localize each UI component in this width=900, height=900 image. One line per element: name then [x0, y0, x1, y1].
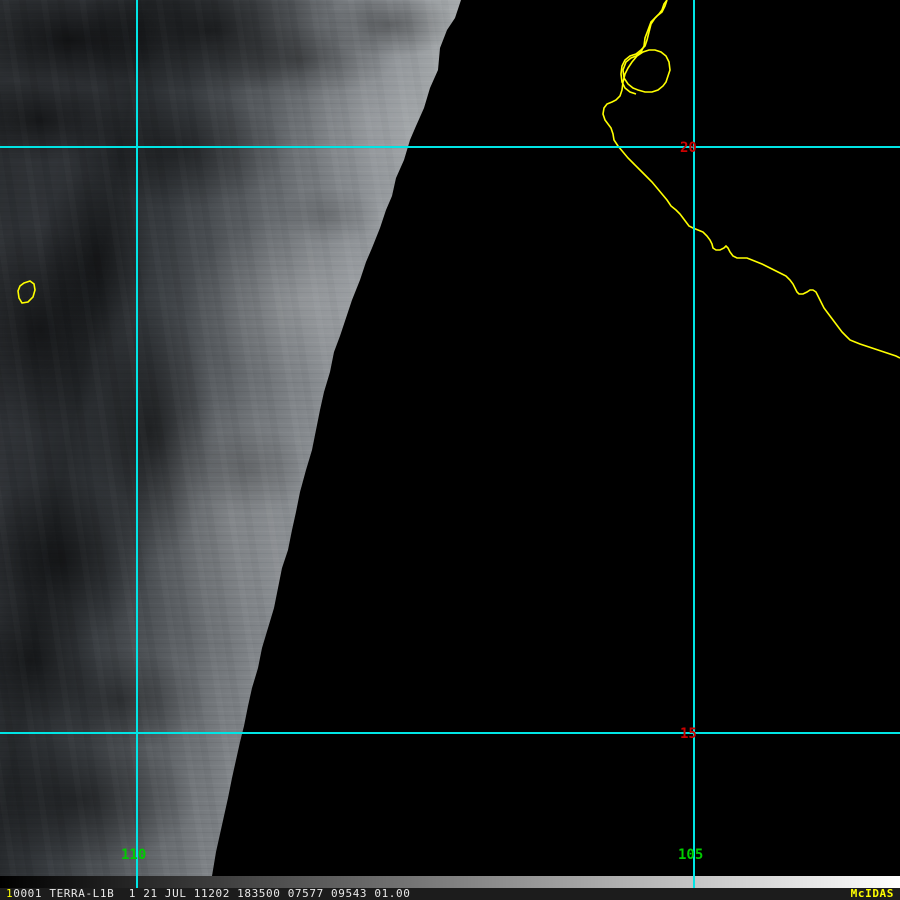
status-image-info: 0001 TERRA-L1B 1 21 JUL 11202 183500 075… [13, 887, 411, 900]
coastline-upper-branch [620, 0, 668, 95]
mcidas-brand-label: McIDAS [850, 887, 894, 900]
gridline-longitude-110 [136, 0, 138, 876]
satellite-swath [0, 0, 461, 876]
coastline-path [602, 0, 900, 359]
ramp-tick-105 [693, 876, 695, 888]
latitude-label-20: 20 [680, 140, 697, 156]
longitude-label-110: 110 [121, 847, 147, 863]
gridline-latitude-15 [0, 732, 900, 734]
status-frame-number: 1 [6, 887, 14, 900]
swath-scanline-striping [0, 0, 461, 876]
gridline-latitude-20 [0, 146, 900, 148]
status-text-group: 10001 TERRA-L1B 1 21 JUL 11202 183500 07… [6, 888, 410, 900]
grayscale-enhancement-bar[interactable] [0, 876, 900, 888]
status-bar: 10001 TERRA-L1B 1 21 JUL 11202 183500 07… [0, 888, 900, 900]
latitude-label-15: 15 [680, 726, 697, 742]
gridline-longitude-105 [693, 0, 695, 876]
ramp-tick-110 [136, 876, 138, 888]
longitude-label-105: 105 [678, 847, 704, 863]
satellite-image-canvas[interactable]: 20 15 110 105 [0, 0, 900, 876]
